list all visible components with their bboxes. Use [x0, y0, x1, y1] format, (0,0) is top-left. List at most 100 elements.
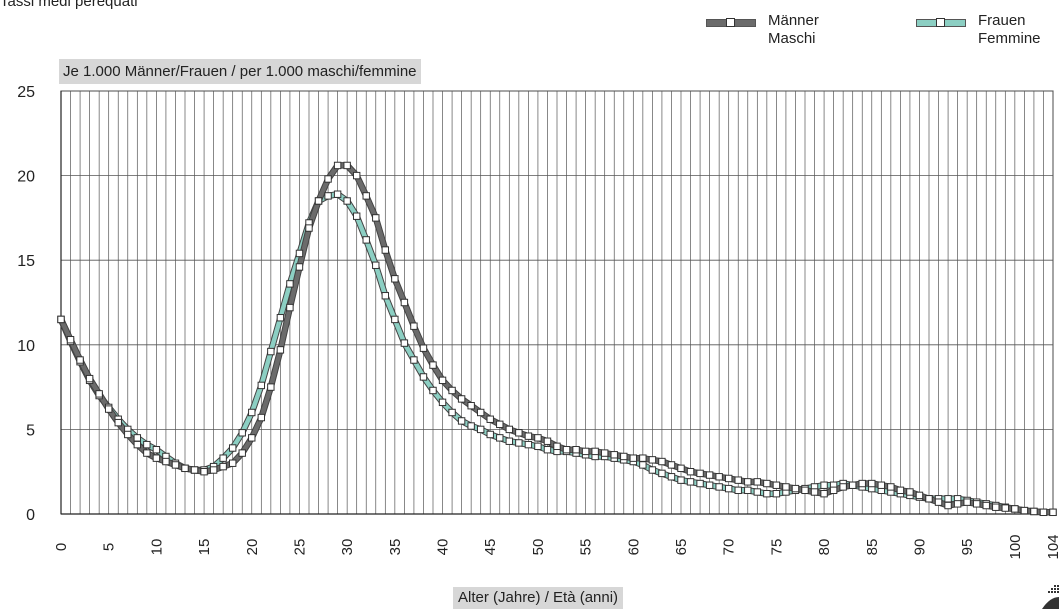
data-point: [400, 298, 409, 307]
data-point: [791, 484, 800, 493]
x-tick-label: 45: [482, 539, 499, 556]
data-point: [190, 466, 199, 474]
data-point: [877, 481, 886, 489]
chart-subtitle-partial: Tassi medi perequati: [0, 0, 138, 10]
x-tick-label: 20: [244, 539, 261, 556]
data-point: [429, 361, 437, 369]
data-point: [248, 434, 256, 442]
data-point: [1049, 508, 1057, 517]
data-point: [724, 474, 733, 483]
data-point: [95, 390, 103, 398]
data-point: [85, 374, 94, 383]
data-point: [829, 486, 838, 495]
x-tick-label: 100: [1007, 534, 1024, 559]
data-point: [219, 454, 227, 462]
data-point: [352, 171, 361, 180]
data-point: [295, 263, 304, 271]
data-point: [1001, 504, 1010, 512]
data-point: [906, 488, 914, 496]
data-point: [457, 395, 466, 403]
data-point: [515, 439, 523, 447]
data-point: [534, 434, 542, 442]
data-point: [734, 476, 742, 484]
data-point: [114, 418, 122, 427]
data-point: [419, 373, 428, 381]
data-point: [267, 383, 275, 391]
data-point: [438, 376, 447, 385]
data-point: [228, 444, 237, 452]
legend-label-frauen: Frauen: [978, 12, 1026, 29]
data-point: [591, 447, 599, 456]
data-point: [410, 356, 418, 364]
data-point: [753, 478, 762, 486]
data-point: [362, 236, 370, 244]
x-tick-label: 80: [816, 539, 833, 556]
legend-swatch-frauen: [916, 18, 966, 27]
x-tick-label: 70: [721, 539, 738, 556]
data-point: [276, 314, 285, 322]
data-point: [887, 483, 895, 491]
data-point: [953, 500, 962, 508]
data-point: [181, 464, 189, 473]
data-point: [372, 214, 380, 222]
data-point: [524, 440, 533, 449]
data-point: [133, 440, 142, 449]
x-tick-label: 75: [768, 539, 785, 556]
legend-label-femmine: Femmine: [978, 30, 1041, 47]
data-point: [76, 356, 84, 364]
data-point: [572, 446, 580, 454]
data-point: [448, 386, 456, 395]
data-point: [381, 246, 390, 254]
y-tick-label: 5: [26, 422, 35, 439]
data-point: [324, 192, 332, 200]
data-point: [276, 346, 285, 354]
data-point: [581, 447, 590, 456]
data-point: [667, 461, 676, 469]
logo-icon: [1042, 585, 1059, 609]
data-point: [915, 491, 924, 500]
data-point: [1030, 507, 1038, 516]
y-tick-label: 25: [17, 84, 35, 101]
data-point: [715, 483, 723, 491]
data-point: [343, 161, 351, 170]
y-tick-label: 0: [26, 507, 35, 524]
legend-entry-maenner: Männer Maschi: [706, 12, 846, 52]
data-point: [820, 489, 828, 498]
data-point: [257, 381, 266, 390]
data-point: [658, 457, 666, 466]
data-point: [639, 461, 647, 469]
data-point: [724, 484, 733, 493]
x-tick-label: 85: [864, 539, 881, 556]
data-point: [639, 454, 647, 462]
data-point: [810, 488, 819, 496]
data-point: [543, 446, 552, 454]
data-point: [629, 454, 638, 462]
data-point: [267, 347, 275, 356]
data-point: [429, 386, 437, 395]
data-point: [410, 322, 418, 330]
data-point: [343, 197, 351, 205]
data-point: [248, 408, 256, 417]
data-point: [648, 456, 657, 464]
data-point: [801, 486, 809, 495]
x-tick-label: 25: [291, 539, 308, 556]
data-point: [133, 434, 142, 442]
data-point: [562, 446, 571, 454]
x-tick-label: 0: [53, 543, 70, 551]
data-point: [686, 478, 695, 486]
data-point: [228, 459, 237, 467]
data-point: [772, 481, 781, 489]
data-point: [391, 315, 399, 324]
data-point: [686, 468, 695, 476]
x-tick-label: 60: [625, 539, 642, 556]
data-point: [362, 192, 370, 200]
data-point: [400, 339, 409, 347]
data-point: [104, 405, 113, 413]
data-point: [963, 498, 971, 506]
data-point: [171, 461, 180, 469]
data-point: [1039, 508, 1048, 517]
data-point: [314, 197, 323, 205]
x-tick-label: 30: [339, 539, 356, 556]
data-point: [467, 402, 475, 410]
